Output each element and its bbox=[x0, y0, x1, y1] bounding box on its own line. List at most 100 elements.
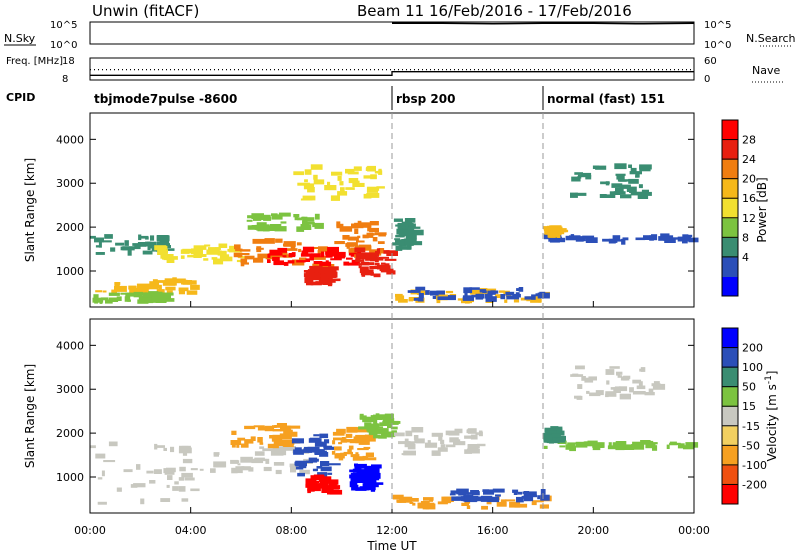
noise-left-tick-bottom: 10^0 bbox=[50, 40, 77, 51]
velocity-echo-cell bbox=[424, 442, 438, 448]
power-echo-cell bbox=[305, 258, 310, 262]
velocity-echo-cell bbox=[407, 498, 419, 502]
power-echo-cell bbox=[313, 179, 325, 185]
velocity-echo-cell bbox=[445, 444, 456, 448]
velocity-echo-cell bbox=[334, 446, 342, 451]
power-echo-region-13 bbox=[407, 286, 550, 302]
velocity-echo-cell bbox=[399, 497, 405, 501]
power-echo-cell bbox=[146, 285, 158, 290]
velocity-y-tick-label-2: 3000 bbox=[56, 383, 84, 396]
power-echo-cell bbox=[355, 259, 365, 262]
velocity-echo-cell bbox=[483, 489, 495, 495]
power-echo-cell bbox=[339, 181, 344, 186]
velocity-echo-cell bbox=[166, 467, 176, 473]
power-echo-cell bbox=[116, 296, 122, 301]
power-echo-cell bbox=[159, 239, 170, 244]
power-echo-cell bbox=[574, 172, 583, 175]
x-tick-label-0: 00:00 bbox=[74, 524, 106, 537]
power-echo-cell bbox=[283, 254, 293, 258]
velocity-echo-cell bbox=[639, 368, 645, 372]
power-echo-cell bbox=[616, 175, 625, 180]
power-echo-cell bbox=[180, 255, 185, 259]
velocity-echo-cell bbox=[182, 451, 188, 456]
velocity-echo-cell bbox=[130, 484, 138, 488]
velocity-echo-cell bbox=[500, 499, 507, 503]
power-echo-region-14 bbox=[543, 233, 699, 245]
power-echo-cell bbox=[296, 226, 305, 232]
power-echo-cell bbox=[110, 247, 116, 252]
power-echo-cell bbox=[307, 187, 315, 193]
velocity-echo-cell bbox=[539, 504, 549, 509]
power-echo-cell bbox=[328, 278, 341, 282]
velocity-echo-cell bbox=[620, 376, 630, 381]
power-colorbar-tick-label-4: 12 bbox=[742, 212, 756, 225]
frequency-panel-frame bbox=[89, 57, 695, 81]
power-y-tick-label-3: 4000 bbox=[56, 133, 84, 146]
power-echo-cell bbox=[346, 257, 353, 260]
power-echo-cell bbox=[331, 171, 343, 176]
velocity-echo-cell bbox=[569, 445, 576, 452]
power-echo-cell bbox=[253, 257, 264, 263]
frequency-panel: Freq. [MHz] 18 8 60 0 Nave bbox=[6, 56, 784, 85]
power-echo-cell bbox=[318, 246, 328, 252]
velocity-echo-cell bbox=[273, 446, 285, 453]
power-echo-cell bbox=[299, 257, 307, 261]
velocity-echo-cell bbox=[366, 465, 376, 472]
velocity-echo-cell bbox=[178, 486, 186, 492]
velocity-echo-cell bbox=[420, 501, 430, 505]
power-echo-cell bbox=[312, 255, 326, 260]
velocity-echo-cell bbox=[486, 501, 492, 505]
power-echo-cell bbox=[154, 245, 167, 251]
power-echo-cell bbox=[120, 246, 128, 251]
velocity-echo-cell bbox=[244, 425, 256, 430]
power-echo-cell bbox=[378, 170, 383, 175]
power-echo-cell bbox=[575, 238, 584, 242]
velocity-echo-cell bbox=[257, 426, 269, 431]
cpid-label: CPID bbox=[6, 91, 35, 104]
power-echo-cell bbox=[213, 258, 224, 265]
power-echo-cell bbox=[384, 263, 390, 267]
x-tick-label-5: 20:00 bbox=[577, 524, 609, 537]
velocity-echo-cell bbox=[287, 425, 301, 429]
velocity-echo-cell bbox=[545, 430, 557, 433]
power-echo-cell bbox=[251, 213, 264, 219]
power-echo-cell bbox=[309, 272, 321, 279]
power-echo-cell bbox=[651, 234, 658, 241]
velocity-echo-cell bbox=[298, 464, 307, 469]
power-echo-cell bbox=[186, 290, 198, 295]
velocity-echo-cell bbox=[453, 441, 466, 446]
power-echo-cell bbox=[626, 186, 637, 192]
power-echo-cell bbox=[300, 253, 313, 257]
power-echo-cell bbox=[309, 256, 314, 261]
velocity-colorbar-tick-label-1: 100 bbox=[742, 361, 763, 374]
power-echo-cell bbox=[178, 288, 185, 295]
velocity-colorbar-band-7 bbox=[722, 347, 738, 368]
velocity-echo-cell bbox=[250, 436, 256, 441]
power-echo-cell bbox=[500, 294, 506, 300]
velocity-echo-cell bbox=[213, 452, 219, 457]
power-echo-cell bbox=[605, 181, 610, 186]
power-echo-cell bbox=[100, 297, 109, 301]
velocity-echo-cell bbox=[288, 431, 298, 437]
power-echo-cell bbox=[512, 293, 521, 298]
velocity-echo-cell bbox=[343, 451, 353, 455]
power-echo-cell bbox=[152, 279, 158, 282]
power-echo-cell bbox=[276, 260, 282, 263]
power-echo-cell bbox=[327, 181, 331, 188]
velocity-echo-cell bbox=[325, 481, 329, 486]
power-echo-cell bbox=[337, 191, 348, 196]
power-echo-cell bbox=[408, 226, 421, 229]
cpid-segment-1: rbsp 200 bbox=[396, 92, 455, 106]
noise-right-label: N.Search bbox=[746, 32, 796, 45]
power-echo-cell bbox=[138, 234, 142, 241]
velocity-echo-cell bbox=[349, 481, 358, 488]
power-echo-cell bbox=[334, 241, 345, 245]
power-echo-cell bbox=[219, 254, 230, 260]
velocity-echo-cell bbox=[608, 442, 612, 447]
power-echo-cell bbox=[357, 235, 361, 239]
velocity-colorbar-band-8 bbox=[722, 328, 738, 349]
cpid-segment-2: normal (fast) 151 bbox=[547, 92, 665, 106]
velocity-echo-cell bbox=[449, 493, 456, 496]
velocity-echo-cell bbox=[477, 443, 486, 447]
power-echo-cell bbox=[236, 259, 242, 263]
